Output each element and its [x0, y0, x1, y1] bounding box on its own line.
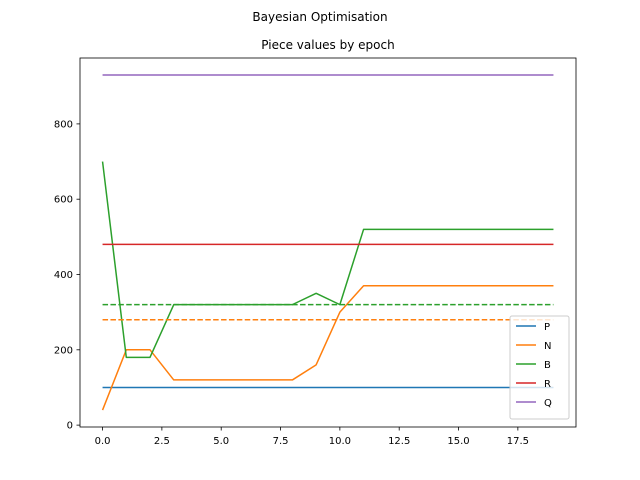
plot-area: 0.0 2.5 5.0 7.5 10.0 12.5 15.0 17.5 0 200 400 600 80…	[54, 57, 577, 447]
x-tick-label: 7.5	[273, 436, 289, 447]
chart-title: Piece values by epoch	[261, 38, 394, 52]
series-line-n	[101, 285, 554, 411]
x-tick-label: 15.0	[447, 436, 469, 447]
x-tick-label: 5.0	[213, 436, 229, 447]
legend-label-p: P	[544, 322, 550, 333]
y-tick-label: 400	[54, 270, 73, 281]
x-tick-label: 0.0	[95, 436, 111, 447]
series-line-b	[101, 161, 554, 359]
x-tick-label: 2.5	[154, 436, 170, 447]
legend-label-q: Q	[544, 398, 552, 409]
chart-suptitle: Bayesian Optimisation	[252, 10, 387, 24]
y-tick-label: 200	[54, 345, 73, 356]
legend-label-n: N	[544, 341, 551, 352]
x-tick-label: 10.0	[329, 436, 351, 447]
y-tick-label: 800	[54, 119, 73, 130]
legend-label-r: R	[544, 379, 551, 390]
y-tick-label: 0	[67, 421, 73, 432]
y-tick-label: 600	[54, 195, 73, 206]
axes-frame	[79, 57, 577, 428]
legend-box	[509, 315, 570, 420]
x-tick-label: 12.5	[388, 436, 410, 447]
x-tick-label: 17.5	[507, 436, 529, 447]
legend-label-b: B	[544, 360, 551, 371]
